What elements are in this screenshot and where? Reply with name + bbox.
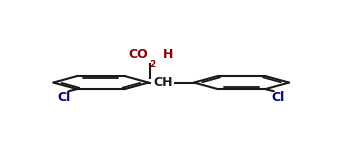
Text: CO: CO — [128, 48, 148, 61]
Text: Cl: Cl — [58, 91, 71, 104]
Text: H: H — [163, 48, 174, 61]
Text: 2: 2 — [149, 60, 156, 69]
Text: CH: CH — [153, 76, 173, 89]
Text: Cl: Cl — [271, 91, 285, 104]
